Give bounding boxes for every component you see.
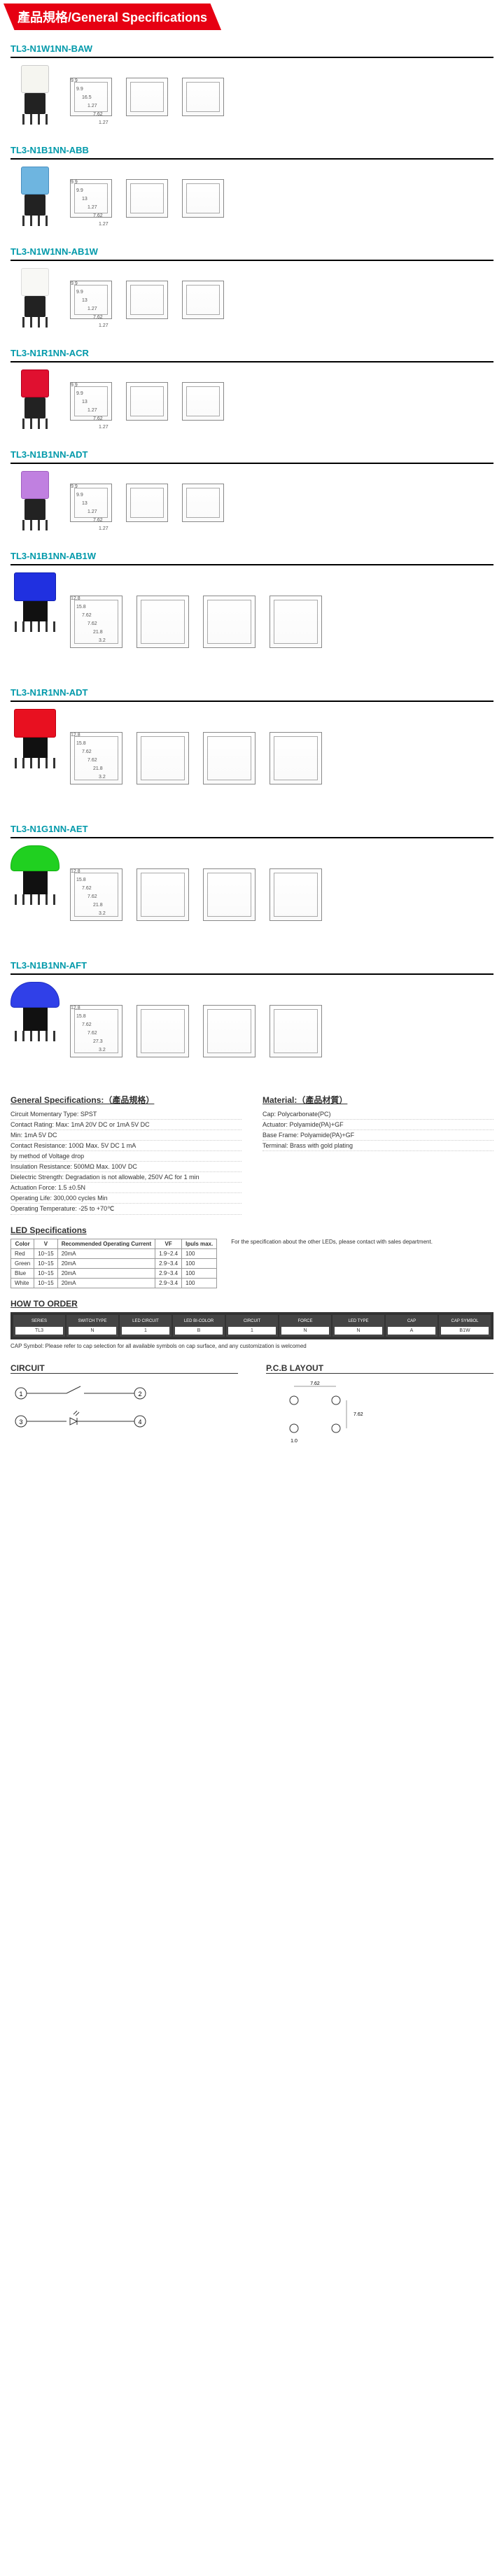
howto-col: FORCEN <box>279 1315 331 1337</box>
spec-line: Contact Rating: Max: 1mA 20V DC or 1mA 5… <box>10 1120 241 1130</box>
svg-text:1.0: 1.0 <box>290 1439 298 1444</box>
circuit-diagram: 1 2 3 4 <box>10 1379 150 1435</box>
spec-line: Min: 1mA 5V DC <box>10 1130 241 1141</box>
technical-drawing: 12.815.87.627.6221.83.2 <box>70 709 493 807</box>
spec-line: by method of Voltage drop <box>10 1151 241 1162</box>
specifications-section: General Specifications:（產品規格） Circuit Mo… <box>10 1094 493 1349</box>
technical-drawing: 9.99.9131.277.621.27 <box>70 268 493 331</box>
part-number: TL3-N1B1NN-ABB <box>10 142 493 160</box>
table-header: Ipuls max. <box>182 1239 217 1249</box>
technical-drawing: 12.815.87.627.6221.83.2 <box>70 845 493 943</box>
circuit-title: CIRCUIT <box>10 1363 238 1374</box>
spec-line: Insulation Resistance: 500MΩ Max. 100V D… <box>10 1162 241 1172</box>
howto-col: CAP SYMBOLB1W <box>439 1315 491 1337</box>
led-table: ColorVRecommended Operating CurrentVFIpu… <box>10 1239 217 1288</box>
table-header: Recommended Operating Current <box>57 1239 155 1249</box>
technical-drawing: 12.815.87.627.6227.33.2 <box>70 982 493 1080</box>
technical-drawing: 9.99.9131.277.621.27 <box>70 167 493 230</box>
svg-text:1: 1 <box>19 1391 22 1398</box>
svg-text:7.62: 7.62 <box>310 1381 320 1386</box>
product-section: TL3-N1W1NN-AB1W 9.99.9131.277.621.27 <box>10 244 493 331</box>
product-section: TL3-N1R1NN-ADT 12.815.87.627.6221.83.2 <box>10 684 493 807</box>
part-number: TL3-N1R1NN-ACR <box>10 345 493 363</box>
table-header: VF <box>155 1239 182 1249</box>
howto-col: CAPA <box>386 1315 438 1337</box>
svg-text:7.62: 7.62 <box>354 1412 363 1417</box>
howto-col: LED CIRCUIT1 <box>120 1315 172 1337</box>
spec-line: Operating Life: 300,000 cycles Min <box>10 1193 241 1204</box>
led-spec-title: LED Specifications <box>10 1225 493 1235</box>
product-section: TL3-N1B1NN-AB1W 12.815.87.627.6221.83.2 <box>10 548 493 670</box>
technical-drawing: 9.99.916.51.277.621.27 <box>70 65 493 128</box>
pcb-title: P.C.B LAYOUT <box>266 1363 493 1374</box>
part-number: TL3-N1R1NN-ADT <box>10 684 493 702</box>
howto-col: LED BI-COLORB <box>173 1315 225 1337</box>
page-header: 產品規格/General Specifications <box>4 3 221 30</box>
technical-drawing: 9.99.9131.277.621.27 <box>70 369 493 432</box>
howto-title: HOW TO ORDER <box>10 1299 493 1309</box>
product-image <box>10 471 59 530</box>
product-image <box>10 369 59 429</box>
part-number: TL3-N1G1NN-AET <box>10 821 493 838</box>
table-row: Blue10~1520mA2.9~3.4100 <box>11 1269 217 1279</box>
part-number: TL3-N1W1NN-AB1W <box>10 244 493 261</box>
spec-line: Actuation Force: 1.5 ±0.5N <box>10 1183 241 1193</box>
svg-text:4: 4 <box>138 1419 141 1426</box>
svg-text:2: 2 <box>138 1391 141 1398</box>
pcb-layout: 7.62 7.62 1.0 <box>266 1379 371 1449</box>
product-image <box>10 709 59 768</box>
product-image <box>10 982 59 1041</box>
gen-spec-title: General Specifications:（產品規格） <box>10 1094 241 1106</box>
part-number: TL3-N1B1NN-AB1W <box>10 548 493 565</box>
table-header: Color <box>11 1239 34 1249</box>
spec-line: Operating Temperature: -25 to +70℃ <box>10 1204 241 1215</box>
table-row: Red10~1520mA1.9~2.4100 <box>11 1249 217 1259</box>
part-number: TL3-N1W1NN-BAW <box>10 41 493 58</box>
spec-line: Dielectric Strength: Degradation is not … <box>10 1172 241 1183</box>
product-image <box>10 268 59 328</box>
led-note: For the specification about the other LE… <box>231 1239 493 1245</box>
product-section: TL3-N1R1NN-ACR 9.99.9131.277.621.27 <box>10 345 493 432</box>
product-image <box>10 65 59 125</box>
cap-note: CAP Symbol: Please refer to cap selectio… <box>10 1343 493 1349</box>
product-section: TL3-N1B1NN-ABB 9.99.9131.277.621.27 <box>10 142 493 230</box>
table-header: V <box>34 1239 57 1249</box>
svg-text:3: 3 <box>19 1419 22 1426</box>
technical-drawing: 12.815.87.627.6221.83.2 <box>70 572 493 670</box>
technical-drawing: 9.99.9131.277.621.27 <box>70 471 493 534</box>
material-line: Base Frame: Polyamide(PA)+GF <box>262 1130 493 1141</box>
product-image <box>10 167 59 226</box>
table-row: Green10~1520mA2.9~3.4100 <box>11 1259 217 1269</box>
material-line: Cap: Polycarbonate(PC) <box>262 1109 493 1120</box>
product-section: TL3-N1W1NN-BAW 9.99.916.51.277.621.27 <box>10 41 493 128</box>
product-section: TL3-N1G1NN-AET 12.815.87.627.6221.83.2 <box>10 821 493 943</box>
part-number: TL3-N1B1NN-ADT <box>10 446 493 464</box>
product-image <box>10 845 59 905</box>
product-image <box>10 572 59 632</box>
part-number: TL3-N1B1NN-AFT <box>10 957 493 975</box>
material-line: Actuator: Polyamide(PA)+GF <box>262 1120 493 1130</box>
product-section: TL3-N1B1NN-AFT 12.815.87.627.6227.33.2 <box>10 957 493 1080</box>
howto-order-bar: SERIESTL3SWITCH TYPENLED CIRCUIT1LED BI-… <box>10 1312 493 1339</box>
spec-line: Circuit Momentary Type: SPST <box>10 1109 241 1120</box>
product-section: TL3-N1B1NN-ADT 9.99.9131.277.621.27 <box>10 446 493 534</box>
howto-col: CIRCUIT1 <box>226 1315 278 1337</box>
spec-line: Contact Resistance: 100Ω Max. 5V DC 1 mA <box>10 1141 241 1151</box>
howto-col: SERIESTL3 <box>13 1315 65 1337</box>
table-row: White10~1520mA2.9~3.4100 <box>11 1279 217 1288</box>
material-line: Terminal: Brass with gold plating <box>262 1141 493 1151</box>
material-title: Material:（產品材質） <box>262 1094 493 1106</box>
howto-col: SWITCH TYPEN <box>66 1315 118 1337</box>
howto-col: LED TYPEN <box>332 1315 384 1337</box>
